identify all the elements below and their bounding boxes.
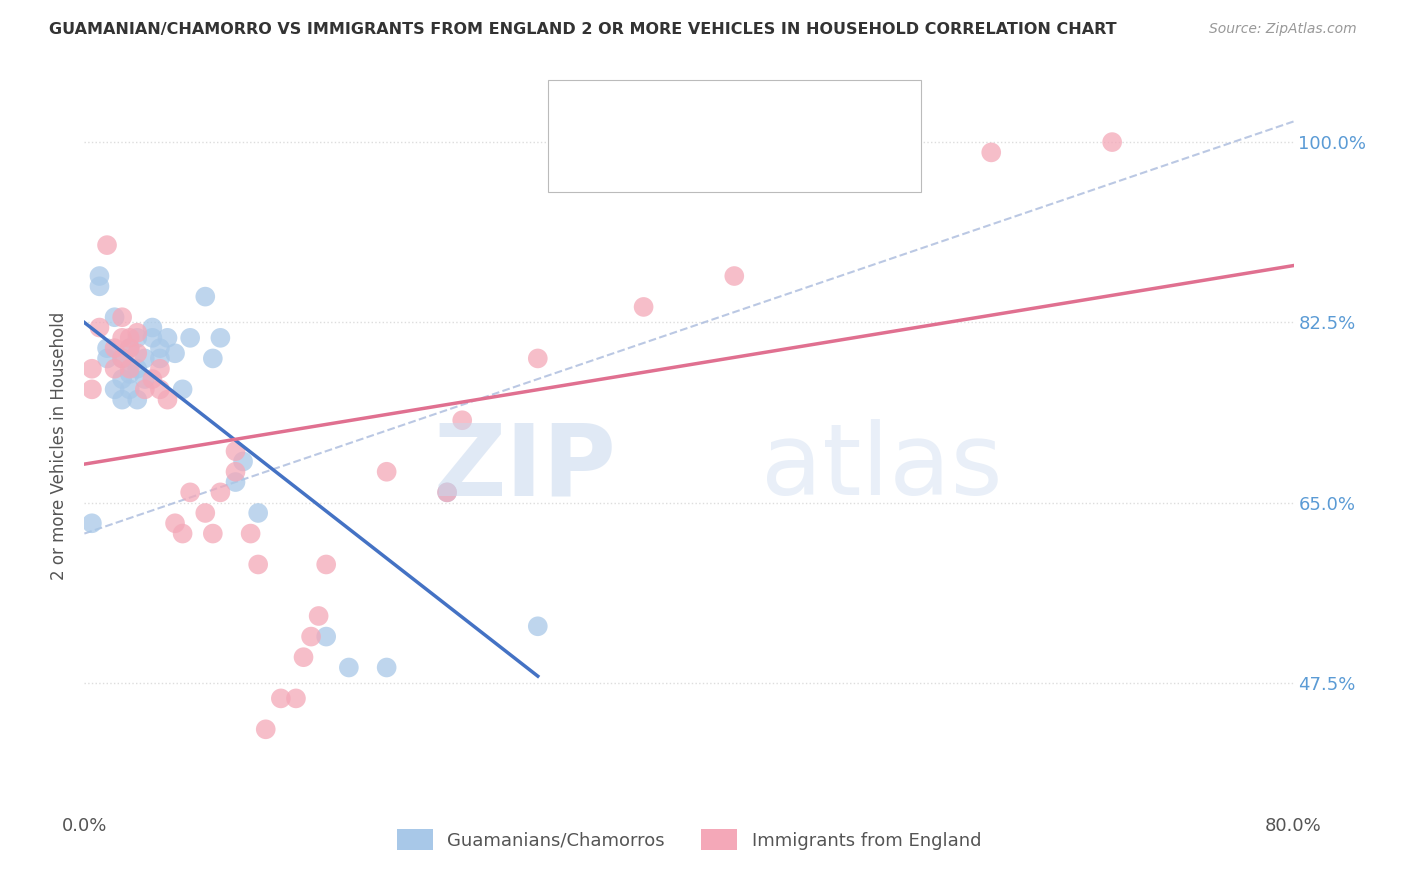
Point <box>225 444 247 458</box>
Point <box>118 367 141 381</box>
Point <box>165 516 187 531</box>
Legend: Guamanians/Chamorros, Immigrants from England: Guamanians/Chamorros, Immigrants from En… <box>389 822 988 857</box>
Point <box>225 465 247 479</box>
Point <box>201 526 224 541</box>
Point <box>179 485 201 500</box>
Point <box>315 558 337 572</box>
Point <box>111 310 134 325</box>
Point <box>96 238 118 252</box>
Point <box>141 331 163 345</box>
Point <box>209 331 232 345</box>
Point <box>247 506 270 520</box>
Text: N =: N = <box>751 147 786 165</box>
Point <box>201 351 224 366</box>
Point <box>1101 135 1123 149</box>
Point <box>127 326 149 340</box>
Point <box>285 691 308 706</box>
Point <box>127 392 149 407</box>
Point <box>451 413 474 427</box>
Point <box>141 372 163 386</box>
Point <box>194 506 217 520</box>
Text: atlas: atlas <box>762 419 1002 516</box>
Point <box>134 351 156 366</box>
Point <box>134 372 156 386</box>
Point <box>89 320 111 334</box>
Point <box>127 346 149 360</box>
Point <box>104 382 127 396</box>
Point <box>111 351 134 366</box>
FancyBboxPatch shape <box>569 101 603 130</box>
Text: 37: 37 <box>801 107 825 125</box>
Point <box>127 361 149 376</box>
Point <box>527 619 550 633</box>
Point <box>723 268 745 283</box>
Point <box>337 660 360 674</box>
Point <box>633 300 655 314</box>
Point <box>80 382 103 396</box>
Point <box>375 465 398 479</box>
Text: R =: R = <box>613 147 647 165</box>
Point <box>225 475 247 489</box>
Point <box>141 320 163 334</box>
Point <box>315 630 337 644</box>
Text: N =: N = <box>751 107 786 125</box>
Point <box>80 361 103 376</box>
Point <box>149 341 172 355</box>
Point <box>436 485 458 500</box>
Point <box>96 341 118 355</box>
Point <box>172 526 194 541</box>
Point <box>527 351 550 366</box>
Point <box>209 485 232 500</box>
Point <box>80 516 103 531</box>
Point <box>247 558 270 572</box>
Point <box>111 372 134 386</box>
Point <box>299 630 322 644</box>
Point <box>118 382 141 396</box>
Point <box>104 341 127 355</box>
Point <box>292 650 315 665</box>
Text: GUAMANIAN/CHAMORRO VS IMMIGRANTS FROM ENGLAND 2 OR MORE VEHICLES IN HOUSEHOLD CO: GUAMANIAN/CHAMORRO VS IMMIGRANTS FROM EN… <box>49 22 1116 37</box>
Point <box>118 341 141 355</box>
Text: R =: R = <box>613 107 647 125</box>
Point <box>149 382 172 396</box>
Point <box>127 331 149 345</box>
Point <box>156 392 179 407</box>
Point <box>254 723 277 737</box>
Point <box>149 361 172 376</box>
Point <box>118 331 141 345</box>
Point <box>308 609 330 624</box>
Point <box>111 331 134 345</box>
Text: Source: ZipAtlas.com: Source: ZipAtlas.com <box>1209 22 1357 37</box>
Text: 0.189: 0.189 <box>661 107 711 125</box>
Text: 0.482: 0.482 <box>661 147 711 165</box>
Text: ZIP: ZIP <box>433 419 616 516</box>
Point <box>89 279 111 293</box>
Point <box>104 361 127 376</box>
Point <box>96 351 118 366</box>
Point <box>149 351 172 366</box>
Point <box>104 310 127 325</box>
Point <box>232 454 254 468</box>
FancyBboxPatch shape <box>569 142 603 171</box>
Point <box>375 660 398 674</box>
Point <box>111 351 134 366</box>
Point <box>134 382 156 396</box>
Point <box>118 361 141 376</box>
Point <box>270 691 292 706</box>
Point <box>436 485 458 500</box>
Point <box>179 331 201 345</box>
Point <box>194 290 217 304</box>
Point <box>89 268 111 283</box>
Point <box>239 526 262 541</box>
Text: 44: 44 <box>801 147 825 165</box>
Point <box>980 145 1002 160</box>
Point <box>111 392 134 407</box>
Point <box>156 331 179 345</box>
Point <box>165 346 187 360</box>
Point <box>172 382 194 396</box>
Point <box>118 341 141 355</box>
Y-axis label: 2 or more Vehicles in Household: 2 or more Vehicles in Household <box>51 312 69 580</box>
